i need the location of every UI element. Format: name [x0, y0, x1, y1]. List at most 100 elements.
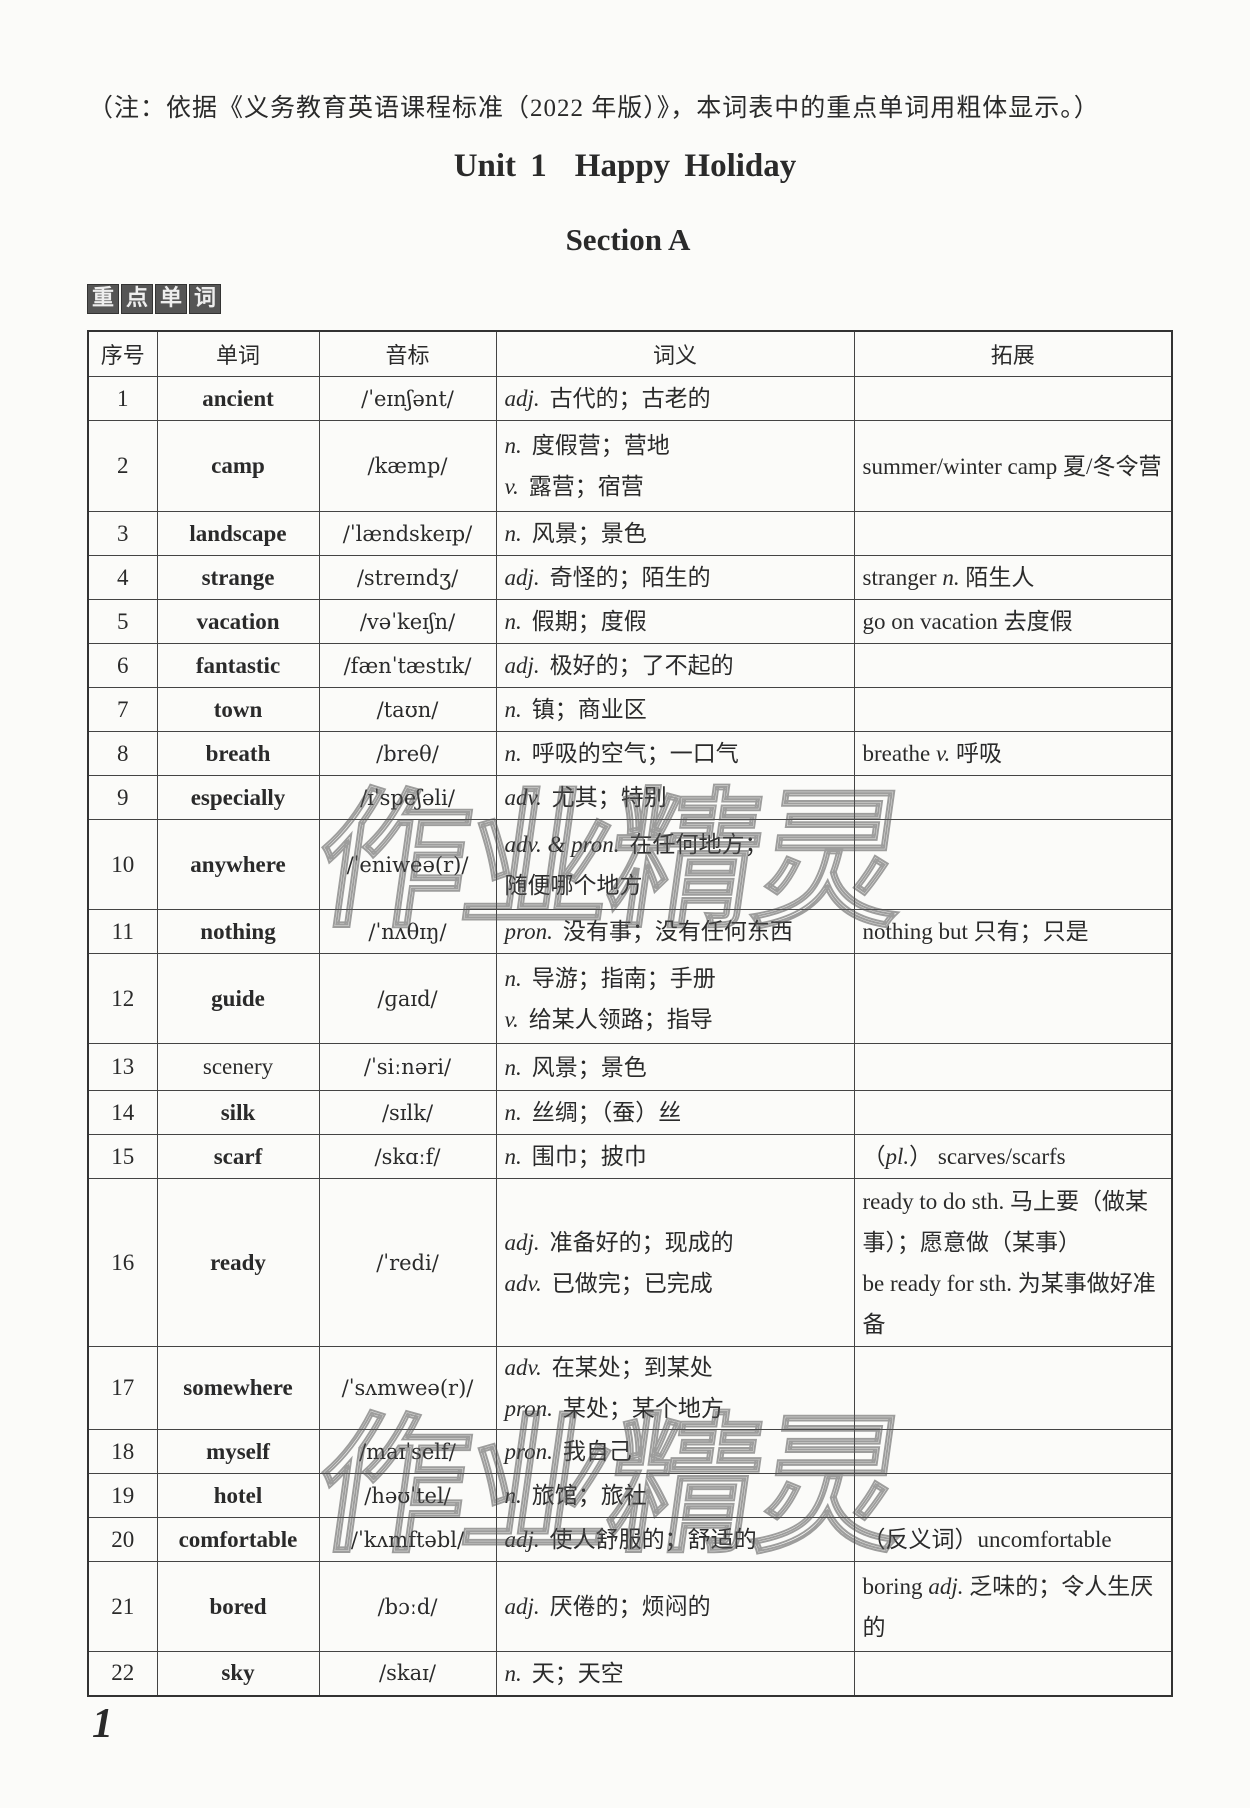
- extension-line: stranger n. 陌生人: [863, 557, 1164, 598]
- meaning-line: v. 露营；宿营: [505, 466, 846, 507]
- part-of-speech: n.: [504, 965, 522, 991]
- row-number: 19: [87, 1473, 158, 1518]
- meaning-cell: n. 假期；度假: [495, 599, 855, 644]
- meaning-cell: n. 镇；商业区: [495, 687, 855, 732]
- phonetic: /ɪˈspeʃəli/: [318, 775, 497, 820]
- header-number: 序号: [87, 330, 158, 377]
- part-of-speech: adj.: [504, 565, 540, 590]
- extension-cell: go on vacation 去度假: [853, 599, 1173, 644]
- badge-char: 重: [87, 284, 119, 314]
- extension-cell: （pl.） scarves/scarfs: [853, 1134, 1173, 1179]
- badge-char: 单: [155, 284, 187, 314]
- badge-char: 词: [189, 284, 221, 314]
- phonetic: /skaɪ/: [318, 1651, 497, 1696]
- table-row: 11 nothing /ˈnʌθɪŋ/ pron. 没有事；没有任何东西 noth…: [87, 909, 1173, 954]
- table-row: 21 bored /bɔːd/ adj. 厌倦的；烦闷的 boring adj. …: [87, 1561, 1173, 1652]
- meaning-text: 我自己: [562, 1439, 632, 1464]
- meaning-line: adv. 在某处；到某处: [505, 1347, 846, 1388]
- meaning-line: n. 旅馆；旅社: [505, 1475, 846, 1516]
- part-of-speech: n.: [504, 521, 522, 546]
- row-number: 1: [87, 376, 158, 421]
- part-of-speech: n.: [504, 609, 522, 634]
- phonetic: /ˈsiːnəri/: [318, 1043, 497, 1091]
- extension-line: be ready for sth. 为某事做好准备: [863, 1263, 1164, 1345]
- extension-cell: nothing but 只有；只是: [853, 909, 1173, 954]
- meaning-text: 在某处；到某处: [551, 1355, 713, 1380]
- extension-line: breathe v. 呼吸: [863, 733, 1164, 774]
- meaning-text: 假期；度假: [531, 609, 647, 634]
- phonetic: /ˈkʌmftəbl/: [318, 1517, 497, 1562]
- row-number: 17: [87, 1346, 158, 1430]
- table-row: 5 vacation /vəˈkeɪʃn/ n. 假期；度假 go on vaca…: [87, 599, 1173, 644]
- table-row: 10 anywhere /ˈeniweə(r)/ adv. & pron. 在任何…: [87, 819, 1173, 910]
- meaning-line: pron. 没有事；没有任何东西: [505, 911, 846, 952]
- extension-line: ready to do sth. 马上要（做某事）；愿意做（某事）: [863, 1181, 1164, 1263]
- vocab-word: especially: [156, 775, 320, 820]
- meaning-text: 露营；宿营: [528, 474, 644, 499]
- table-row: 14 silk /sɪlk/ n. 丝绸；（蚕）丝: [87, 1090, 1173, 1135]
- table-row: 8 breath /breθ/ n. 呼吸的空气；一口气 breathe v. 呼…: [87, 731, 1173, 776]
- extension-text: summer/winter camp 夏/冬令营: [862, 453, 1162, 479]
- meaning-text: 度假营；营地: [531, 433, 670, 458]
- table-row: 13 scenery /ˈsiːnəri/ n. 风景；景色: [87, 1043, 1173, 1091]
- extension-cell: [853, 687, 1173, 732]
- extension-text: 陌生人: [959, 565, 1035, 590]
- extension-line: （pl.） scarves/scarfs: [863, 1136, 1164, 1177]
- meaning-cell: pron. 我自己: [495, 1429, 855, 1474]
- vocab-word: fantastic: [156, 643, 320, 688]
- meaning-line: n. 风景；景色: [505, 513, 846, 554]
- row-number: 10: [87, 819, 158, 910]
- table-row: 4 strange /streɪndʒ/ adj. 奇怪的；陌生的 strange…: [87, 555, 1173, 600]
- meaning-line: n. 风景；景色: [505, 1047, 846, 1088]
- vocab-word: hotel: [156, 1473, 320, 1518]
- meaning-text: 给某人领路；指导: [528, 1006, 713, 1032]
- phonetic: /ˈlændskeɪp/: [318, 511, 497, 556]
- table-row: 16 ready /ˈredi/ adj. 准备好的；现成的 adv. 已做完；已完成…: [87, 1178, 1173, 1347]
- meaning-text: 使人舒服的；舒适的: [549, 1527, 757, 1552]
- meaning-text: 风景；景色: [531, 1054, 647, 1080]
- extension-cell: （反义词）uncomfortable: [853, 1517, 1173, 1562]
- meaning-text: 风景；景色: [531, 521, 647, 546]
- vocab-word: guide: [156, 953, 320, 1044]
- meaning-line: n. 天；天空: [505, 1653, 846, 1694]
- header-word: 单词: [156, 330, 320, 377]
- meaning-line: n. 镇；商业区: [505, 689, 846, 730]
- extension-text: （: [862, 1144, 886, 1169]
- phonetic: /taʊn/: [318, 687, 497, 732]
- meaning-text: 奇怪的；陌生的: [549, 565, 711, 590]
- extension-text: go on vacation 去度假: [862, 609, 1073, 634]
- row-number: 22: [87, 1651, 158, 1696]
- phonetic: /ˈnʌθɪŋ/: [318, 909, 497, 954]
- meaning-text: 旅馆；旅社: [531, 1483, 647, 1508]
- extension-cell: [853, 1090, 1173, 1135]
- meaning-line: pron. 我自己: [505, 1431, 846, 1472]
- meaning-text: 呼吸的空气；一口气: [531, 741, 739, 766]
- meaning-line: adj. 准备好的；现成的: [505, 1222, 846, 1263]
- meaning-line: adv. 已做完；已完成: [505, 1263, 846, 1304]
- extension-text: v.: [935, 741, 951, 766]
- meaning-text: 天；天空: [531, 1660, 624, 1686]
- phonetic: /ˈeɪnʃənt/: [318, 376, 497, 421]
- part-of-speech: adj.: [504, 1229, 540, 1255]
- extension-text: 乏味的；令人生厌的: [862, 1573, 1154, 1640]
- meaning-line: n. 假期；度假: [505, 601, 846, 642]
- meaning-text: 镇；商业区: [531, 697, 647, 722]
- row-number: 12: [87, 953, 158, 1044]
- row-number: 7: [87, 687, 158, 732]
- meaning-text: 尤其；特别: [551, 785, 667, 810]
- meaning-line: n. 围巾；披巾: [505, 1136, 846, 1177]
- vocab-word: strange: [156, 555, 320, 600]
- row-number: 9: [87, 775, 158, 820]
- extension-cell: [853, 1473, 1173, 1518]
- header-meaning: 词义: [495, 330, 855, 377]
- vocab-word: anywhere: [156, 819, 320, 910]
- meaning-text: 某处；某个地方: [562, 1396, 724, 1421]
- row-number: 18: [87, 1429, 158, 1474]
- extension-cell: [853, 1346, 1173, 1430]
- meaning-cell: adj. 古代的；古老的: [495, 376, 855, 421]
- part-of-speech: n.: [504, 1483, 522, 1508]
- table-row: 18 myself /maɪˈself/ pron. 我自己: [87, 1429, 1173, 1474]
- key-words-badge: 重点单词: [87, 284, 221, 314]
- row-number: 11: [87, 909, 158, 954]
- meaning-line: adv. 尤其；特别: [505, 777, 846, 818]
